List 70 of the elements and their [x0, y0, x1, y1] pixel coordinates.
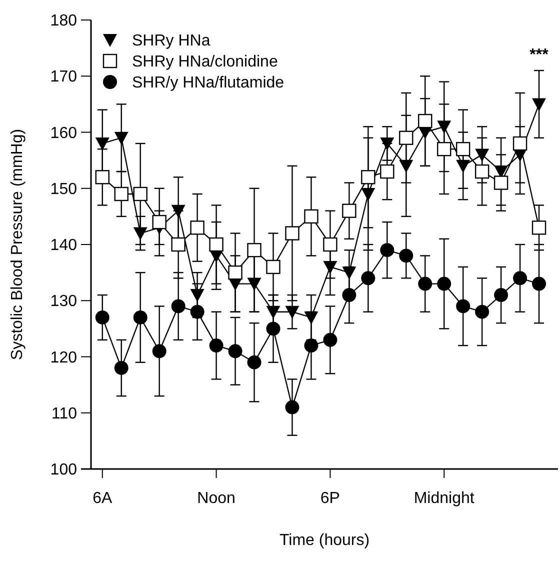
point	[532, 220, 546, 235]
point	[474, 164, 490, 179]
y-tick-label: 170	[50, 68, 78, 86]
point	[171, 299, 186, 314]
y-tick-label: 140	[50, 237, 78, 254]
point	[285, 306, 300, 319]
point	[418, 276, 432, 291]
point	[285, 226, 300, 240]
point	[456, 299, 470, 314]
x-tick-label: Noon	[197, 490, 236, 507]
point	[95, 310, 110, 324]
point	[361, 271, 376, 286]
point	[437, 276, 452, 291]
point	[152, 344, 166, 358]
point	[95, 170, 110, 184]
point	[266, 260, 280, 274]
point	[95, 137, 110, 150]
point	[361, 170, 376, 184]
point	[171, 237, 186, 252]
point	[190, 220, 204, 235]
legend-label: SHR/y HNa/flutamide	[132, 74, 284, 92]
point	[133, 310, 148, 324]
point	[228, 265, 242, 280]
point	[399, 248, 414, 263]
x-axis-title: Time (hours)	[279, 532, 370, 549]
annotation: ***	[530, 46, 550, 64]
point	[494, 288, 508, 302]
point	[342, 288, 356, 302]
y-tick-label: 150	[50, 180, 78, 198]
point	[532, 276, 546, 291]
point	[190, 304, 204, 319]
point	[114, 132, 128, 145]
point	[399, 130, 414, 145]
y-tick-label: 120	[50, 349, 78, 366]
point	[380, 164, 394, 179]
point	[342, 204, 356, 218]
point	[437, 142, 452, 156]
point	[228, 344, 242, 358]
y-tick-label: 100	[50, 462, 78, 479]
point	[114, 360, 128, 375]
x-tick-label: 6P	[320, 490, 340, 507]
point	[380, 243, 394, 258]
point	[418, 114, 432, 128]
y-tick-label: 160	[50, 124, 78, 142]
y-axis-title: Systolic Blood Pressure (mmHg)	[9, 128, 26, 360]
point	[512, 136, 528, 151]
point	[247, 243, 262, 258]
legend-label: SHRy HNa	[132, 32, 210, 50]
y-tick-label: 180	[50, 12, 78, 30]
x-tick-label: Midnight	[414, 490, 475, 507]
point	[285, 400, 300, 414]
point	[532, 98, 546, 112]
x-tick-label: 6A	[92, 490, 112, 507]
point	[456, 142, 470, 156]
point	[494, 176, 508, 190]
point	[133, 186, 148, 202]
point	[323, 332, 338, 347]
y-tick-label: 110	[51, 405, 78, 422]
point	[475, 304, 490, 319]
point	[209, 338, 224, 353]
point	[209, 237, 224, 252]
y-tick-label: 130	[50, 293, 78, 310]
point	[304, 209, 318, 224]
legend-label: SHRy HNa/clonidine	[132, 54, 278, 71]
point	[304, 338, 318, 353]
point	[114, 186, 128, 202]
point	[247, 355, 262, 370]
point	[323, 237, 338, 252]
point	[513, 271, 528, 286]
point	[266, 322, 280, 336]
